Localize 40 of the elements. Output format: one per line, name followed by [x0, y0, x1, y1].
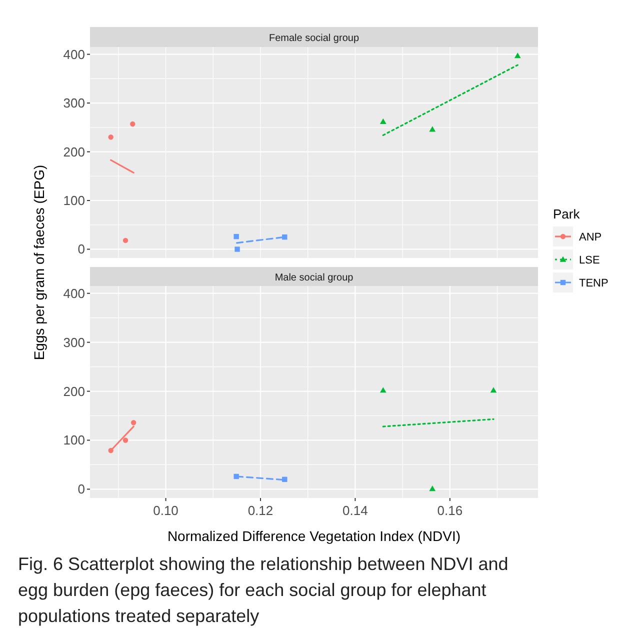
legend-label: ANP — [579, 232, 602, 244]
point — [429, 126, 436, 132]
x-axis-title: Normalized Difference Vegetation Index (NDVI) — [167, 528, 461, 544]
legend-title: Park — [553, 206, 580, 222]
point — [130, 420, 136, 426]
y-tick-label: 300 — [63, 96, 85, 111]
point — [380, 118, 386, 124]
point — [282, 234, 288, 240]
point — [108, 448, 114, 454]
y-tick-label: 100 — [63, 193, 85, 208]
y-tick-label: 100 — [63, 432, 85, 448]
x-tick-label: 0.10 — [153, 503, 178, 518]
y-tick-label: 400 — [63, 286, 85, 301]
point — [234, 234, 239, 240]
point — [429, 485, 436, 492]
caption: Fig. 6 Scatterplot showing the relationship between NDVI and egg burden (epg faeces) for each social group for elephant populations treated separately — [18, 554, 508, 626]
x-tick-label: 0.14 — [342, 503, 368, 518]
legend-label: LSE — [579, 254, 600, 266]
point — [234, 474, 239, 480]
point — [108, 134, 114, 140]
y-tick-label: 0 — [78, 482, 85, 497]
y-axis-title: Eggs per gram of faeces (EPG) — [31, 164, 47, 360]
legend-label: TENP — [579, 278, 608, 290]
point — [122, 238, 128, 244]
chart-title: Female social group — [268, 33, 360, 44]
point — [130, 121, 136, 127]
y-tick-label: 400 — [63, 46, 85, 62]
point — [282, 476, 288, 482]
x-tick-label: 0.16 — [437, 503, 463, 518]
point — [234, 246, 240, 252]
y-tick-label: 300 — [63, 334, 85, 350]
y-tick-label: 200 — [63, 384, 85, 399]
y-tick-label: 200 — [63, 144, 85, 160]
chart-title: Male social group — [274, 272, 354, 284]
y-tick-label: 0 — [78, 242, 85, 257]
point — [514, 52, 521, 58]
point — [380, 387, 386, 393]
point — [490, 387, 497, 393]
x-tick-label: 0.12 — [248, 503, 274, 518]
point — [122, 438, 128, 443]
